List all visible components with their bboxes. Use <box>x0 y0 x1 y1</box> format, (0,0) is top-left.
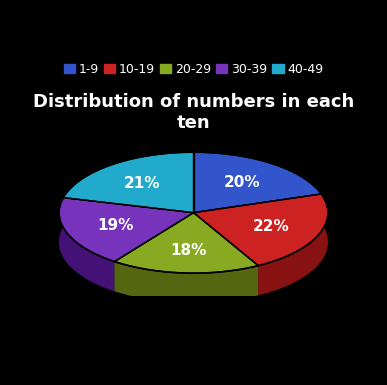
Polygon shape <box>194 152 321 213</box>
Text: 22%: 22% <box>253 219 289 234</box>
Polygon shape <box>115 261 258 303</box>
Polygon shape <box>115 213 258 273</box>
Polygon shape <box>59 198 194 261</box>
Text: 20%: 20% <box>224 175 261 190</box>
Polygon shape <box>59 182 328 303</box>
Text: Distribution of numbers in each
ten: Distribution of numbers in each ten <box>33 93 354 132</box>
Polygon shape <box>194 194 328 266</box>
Polygon shape <box>59 198 115 291</box>
Legend: 1-9, 10-19, 20-29, 30-39, 40-49: 1-9, 10-19, 20-29, 30-39, 40-49 <box>58 58 329 81</box>
Text: 19%: 19% <box>97 218 133 233</box>
Text: 18%: 18% <box>170 243 206 258</box>
Polygon shape <box>258 194 328 295</box>
Polygon shape <box>194 152 321 224</box>
Polygon shape <box>63 152 194 213</box>
Text: 21%: 21% <box>124 176 161 191</box>
Polygon shape <box>63 152 194 227</box>
